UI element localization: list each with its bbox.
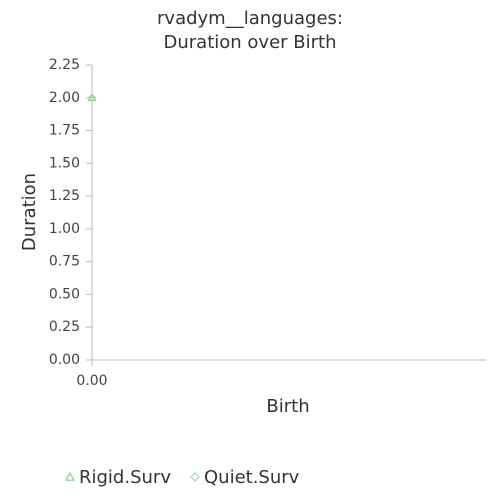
legend-label: Quiet.Surv — [204, 467, 300, 488]
chart-title: rvadym__languages: — [157, 8, 343, 29]
y-tick-label: 1.50 — [49, 155, 80, 171]
x-axis-title: Birth — [266, 396, 309, 417]
y-axis-title: Duration — [19, 173, 40, 251]
y-tick-label: 0.25 — [49, 319, 80, 335]
legend-marker — [190, 472, 200, 482]
y-tick-label: 2.00 — [49, 90, 80, 106]
y-tick-label: 2.25 — [49, 57, 80, 73]
legend-label: Rigid.Surv — [79, 467, 171, 488]
y-tick-label: 0.75 — [49, 254, 80, 270]
y-tick-label: 1.00 — [49, 221, 80, 237]
y-tick-label: 1.75 — [49, 123, 80, 139]
point — [87, 93, 97, 103]
x-tick-label: 0.00 — [76, 373, 107, 389]
y-tick-label: 1.25 — [49, 188, 80, 204]
y-tick-label: 0.50 — [49, 286, 80, 302]
legend-marker — [64, 471, 76, 481]
chart-title: Duration over Birth — [164, 32, 337, 53]
y-tick-label: 0.00 — [49, 352, 80, 368]
